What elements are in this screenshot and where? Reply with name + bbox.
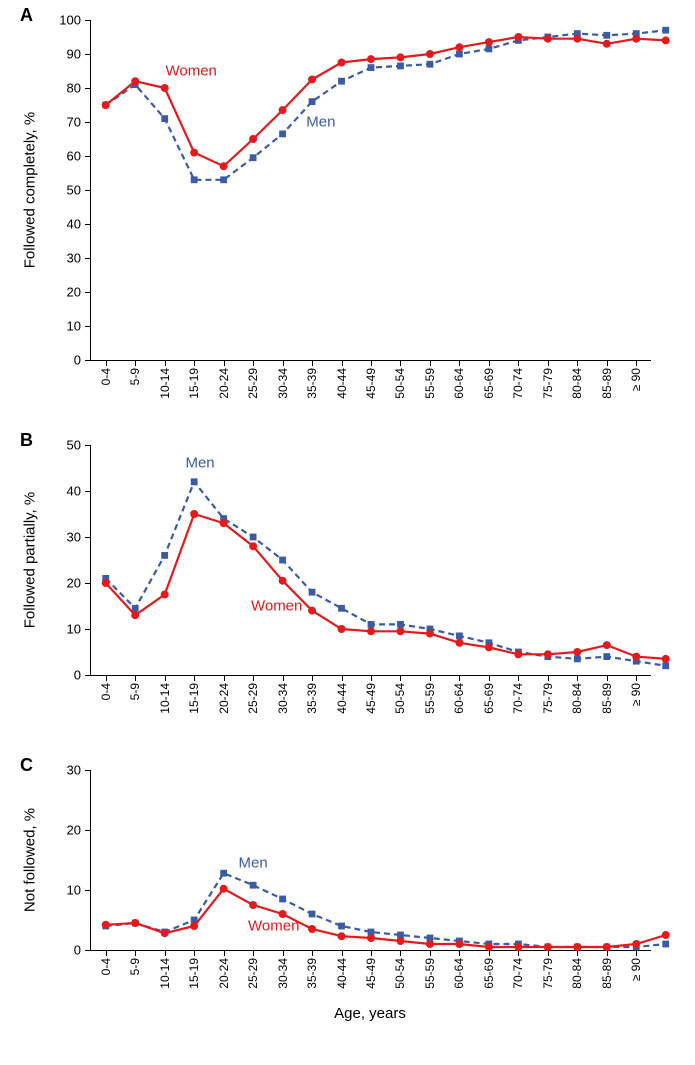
series-marker-women (249, 901, 257, 909)
series-marker-women (632, 940, 640, 948)
x-tick-label: 45-49 (364, 958, 378, 989)
series-marker-women (338, 932, 346, 940)
panel-label-c: C (20, 755, 33, 776)
series-line-women (106, 889, 666, 947)
x-tick (636, 950, 637, 956)
series-line-men (106, 873, 666, 947)
series-marker-women (102, 921, 110, 929)
x-tick-label: 60-64 (452, 958, 466, 989)
panel-c: C01020300-45-910-1415-1920-2425-2930-343… (0, 0, 695, 1065)
x-tick-label: 10-14 (158, 958, 172, 989)
x-tick (400, 950, 401, 956)
x-tick (459, 950, 460, 956)
series-marker-women (426, 940, 434, 948)
x-tick (106, 950, 107, 956)
x-tick-label: 20-24 (217, 958, 231, 989)
series-label-women: Women (248, 918, 299, 935)
x-tick-label: 25-29 (246, 958, 260, 989)
plot-svg-c (91, 770, 651, 950)
series-marker-men (309, 911, 316, 918)
series-marker-women (220, 885, 228, 893)
series-marker-men (662, 941, 669, 948)
x-axis-title: Age, years (90, 1005, 650, 1022)
x-tick (224, 950, 225, 956)
x-tick-label: 80-84 (570, 958, 584, 989)
series-marker-women (514, 943, 522, 951)
y-tick-label: 0 (74, 943, 81, 958)
x-tick (194, 950, 195, 956)
x-tick-label: ≥ 90 (629, 958, 643, 981)
x-tick (430, 950, 431, 956)
x-tick-label: 30-34 (276, 958, 290, 989)
series-marker-men (338, 923, 345, 930)
series-marker-women (308, 925, 316, 933)
series-marker-women (662, 931, 670, 939)
x-tick-label: 75-79 (541, 958, 555, 989)
x-tick (371, 950, 372, 956)
y-tick-label: 20 (67, 823, 81, 838)
y-tick-label: 10 (67, 883, 81, 898)
series-marker-women (396, 937, 404, 945)
series-marker-women (367, 934, 375, 942)
x-tick-label: 85-89 (600, 958, 614, 989)
series-marker-men (250, 882, 257, 889)
x-tick-label: 15-19 (187, 958, 201, 989)
x-tick (342, 950, 343, 956)
x-tick (165, 950, 166, 956)
x-tick-label: 40-44 (335, 958, 349, 989)
x-tick (253, 950, 254, 956)
series-marker-women (544, 943, 552, 951)
x-tick (283, 950, 284, 956)
series-marker-women (603, 943, 611, 951)
series-marker-women (190, 922, 198, 930)
x-tick-label: 0-4 (99, 958, 113, 975)
series-marker-men (279, 896, 286, 903)
series-marker-women (161, 929, 169, 937)
x-tick-label: 5-9 (128, 958, 142, 975)
x-tick-label: 70-74 (511, 958, 525, 989)
figure: A01020304050607080901000-45-910-1415-192… (0, 0, 695, 1065)
series-marker-men (220, 870, 227, 877)
series-label-men: Men (239, 855, 268, 872)
x-tick-label: 35-39 (305, 958, 319, 989)
x-tick (135, 950, 136, 956)
x-tick (312, 950, 313, 956)
y-tick (85, 950, 91, 951)
plot-area-c: 01020300-45-910-1415-1920-2425-2930-3435… (90, 770, 651, 951)
y-tick-label: 30 (67, 763, 81, 778)
series-marker-women (131, 919, 139, 927)
series-marker-women (485, 943, 493, 951)
y-axis-title-c: Not followed, % (22, 808, 39, 912)
x-tick-label: 65-69 (482, 958, 496, 989)
x-tick-label: 50-54 (393, 958, 407, 989)
series-marker-women (573, 943, 581, 951)
x-tick-label: 55-59 (423, 958, 437, 989)
series-marker-women (455, 940, 463, 948)
